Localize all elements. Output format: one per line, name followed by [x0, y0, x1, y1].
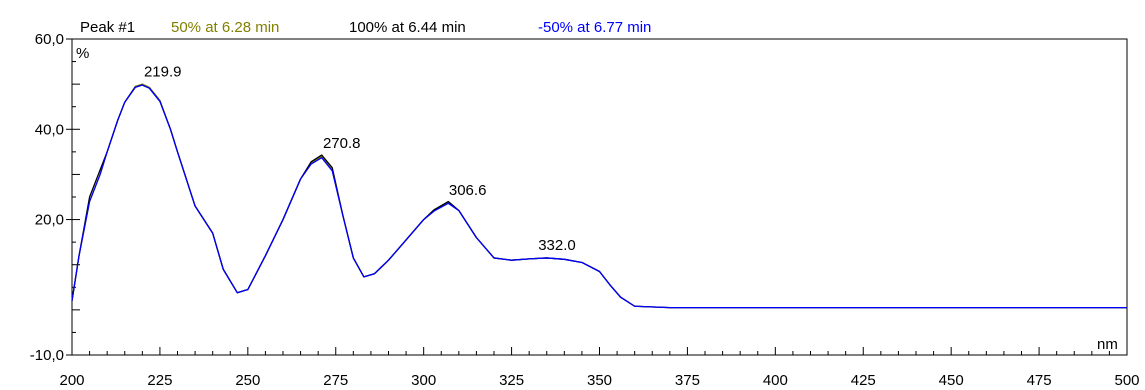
x-tick-label: 350 — [587, 372, 612, 389]
peak-label: 332.0 — [538, 237, 576, 254]
peak-label: 219.9 — [144, 64, 182, 81]
x-tick-label: 425 — [851, 372, 876, 389]
peak-label: 306.6 — [449, 182, 487, 199]
x-tick-label: 500 — [1114, 372, 1139, 389]
peak-label: 270.8 — [323, 135, 361, 152]
x-tick-label: 200 — [59, 372, 84, 389]
x-tick-label: 475 — [1027, 372, 1052, 389]
x-tick-label: 375 — [675, 372, 700, 389]
series-line-2 — [71, 84, 1127, 309]
series-group — [71, 83, 1127, 309]
series-line-1 — [71, 84, 1127, 309]
y-tick-label: 20,0 — [35, 212, 64, 229]
x-tick-label: 300 — [411, 372, 436, 389]
series-line-0 — [71, 83, 1127, 309]
x-tick-label: 275 — [323, 372, 348, 389]
x-tick-label: 325 — [499, 372, 524, 389]
x-tick-label: 250 — [235, 372, 260, 389]
legend-entry: 100% at 6.44 min — [349, 19, 466, 36]
y-tick-label: -10,0 — [30, 347, 64, 364]
x-tick-label: 400 — [763, 372, 788, 389]
x-tick-label: 450 — [939, 372, 964, 389]
legend-entry: 50% at 6.28 min — [171, 19, 279, 36]
y-unit-label: % — [76, 45, 89, 62]
x-tick-label: 225 — [147, 372, 172, 389]
legend-entry: -50% at 6.77 min — [538, 19, 651, 36]
axes-group: 200 225 250 275 300 325 350 375 400 425 450 475 500 6… — [30, 31, 1140, 389]
y-tick-label: 40,0 — [35, 121, 64, 138]
y-tick-label: 60,0 — [35, 31, 64, 48]
legend-peak-title: Peak #1 — [80, 19, 135, 36]
legend: Peak #1 50% at 6.28 min 100% at 6.44 min -… — [80, 19, 651, 36]
x-unit-label: nm — [1097, 336, 1118, 353]
peak-labels-group: 219.9 270.8 306.6 332.0 — [144, 64, 576, 254]
